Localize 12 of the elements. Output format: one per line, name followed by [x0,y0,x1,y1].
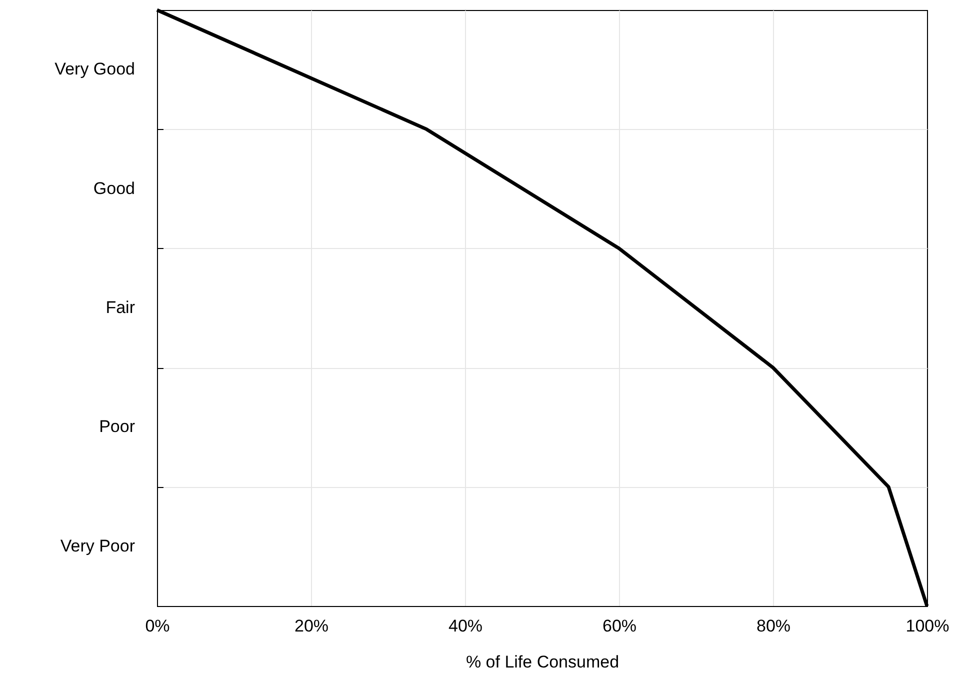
text: Very Poor [60,536,136,556]
x-tick-label: 20% [294,616,329,636]
x-tick-label: 80% [756,616,791,636]
text: Good [93,178,135,198]
x-tick-label: 60% [602,616,637,636]
text: Poor [99,417,136,436]
x-tick-label: 100% [906,616,950,636]
x-tick-label: 0% [145,616,170,636]
x-axis-title: % of Life Consumed [466,652,620,672]
text: Fair [106,298,136,317]
x-tick-label: 40% [448,616,483,636]
text: Very Good [54,60,135,79]
